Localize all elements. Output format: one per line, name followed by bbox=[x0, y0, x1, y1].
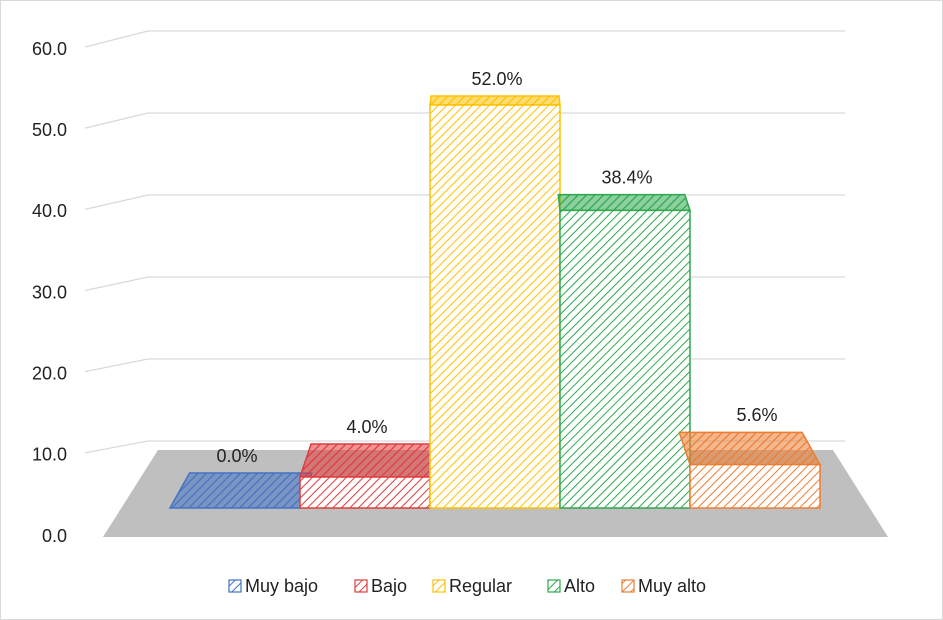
legend-swatch bbox=[547, 579, 561, 593]
y-tick-label: 30.0 bbox=[32, 282, 67, 302]
data-label: 0.0% bbox=[216, 446, 257, 466]
grid-line bbox=[84, 112, 845, 129]
bar bbox=[678, 431, 822, 509]
bar-top bbox=[678, 431, 822, 466]
legend-label: Muy bajo bbox=[245, 576, 318, 596]
y-tick-label: 0.0 bbox=[42, 526, 67, 546]
bar-top bbox=[557, 193, 692, 212]
bar-front bbox=[559, 209, 691, 509]
legend-label: Muy alto bbox=[638, 576, 706, 596]
y-tick-label: 50.0 bbox=[32, 120, 67, 140]
legend-label: Regular bbox=[449, 576, 512, 596]
data-label: 38.4% bbox=[601, 167, 652, 187]
bar-front bbox=[299, 476, 431, 509]
bar bbox=[298, 443, 435, 509]
data-label: 5.6% bbox=[736, 405, 777, 425]
grid-line bbox=[84, 30, 845, 48]
y-tick-label: 60.0 bbox=[32, 39, 67, 59]
legend-swatch bbox=[354, 579, 368, 593]
y-tick-label: 20.0 bbox=[32, 363, 67, 383]
bar-top bbox=[298, 443, 435, 478]
bar-top bbox=[168, 472, 313, 509]
legend-label: Alto bbox=[564, 576, 595, 596]
legend-swatch bbox=[228, 579, 242, 593]
legend-swatch bbox=[621, 579, 635, 593]
bar-front bbox=[429, 104, 561, 509]
y-tick-label: 40.0 bbox=[32, 201, 67, 221]
legend-swatch bbox=[432, 579, 446, 593]
legend-label: Bajo bbox=[371, 576, 407, 596]
data-label: 52.0% bbox=[471, 69, 522, 89]
bar bbox=[557, 193, 692, 509]
bar bbox=[168, 472, 313, 509]
bar bbox=[429, 95, 561, 509]
y-tick-label: 10.0 bbox=[32, 445, 67, 465]
data-label: 4.0% bbox=[346, 417, 387, 437]
bar-front bbox=[689, 463, 821, 509]
bar-top bbox=[429, 95, 561, 106]
